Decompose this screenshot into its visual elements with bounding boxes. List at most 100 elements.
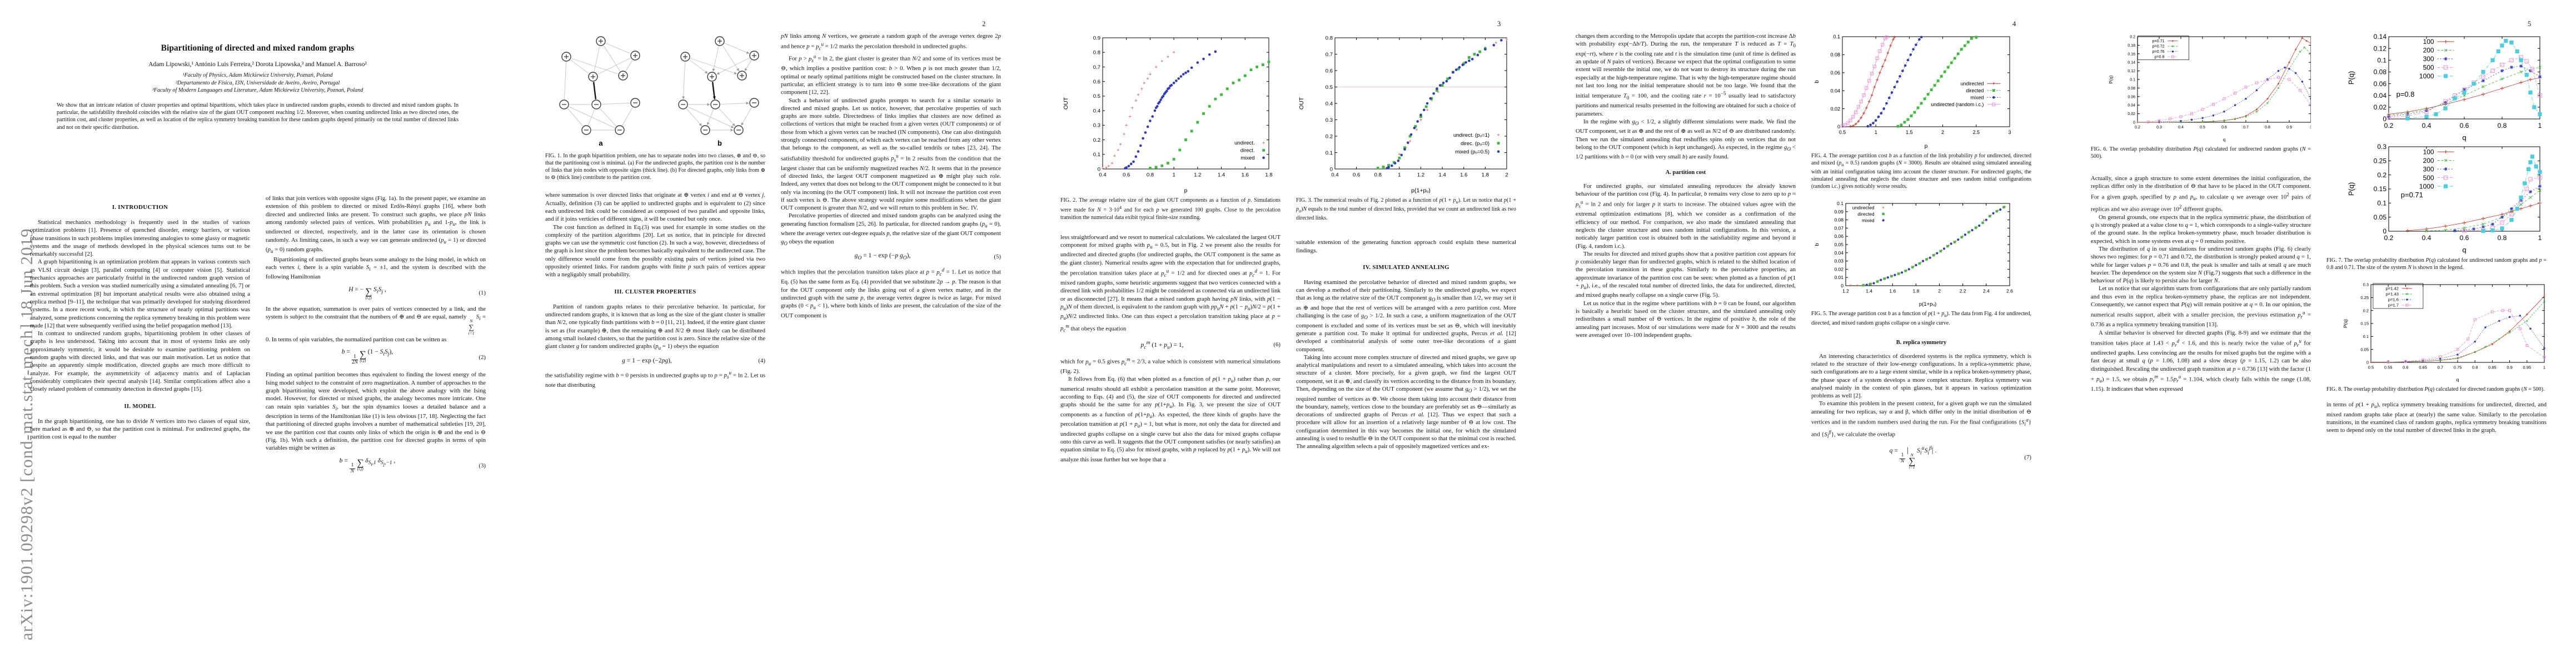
figure-caption: FIG. 2. The average relative size of the…: [1060, 197, 1280, 221]
svg-text:direct.: direct.: [1240, 148, 1255, 154]
column-left: 0.4 0.6 0.8 1 1.2 1.4 1.6 1.8 0 0.1 0.2 0.3 0.4 0.5 0.…: [1060, 32, 1280, 617]
svg-text:0.15: 0.15: [2360, 321, 2369, 326]
svg-text:0.95: 0.95: [2523, 365, 2531, 370]
abstract: We show that an intricate relation of cl…: [57, 102, 459, 131]
svg-text:0.5: 0.5: [1093, 93, 1100, 99]
svg-text:0.1: 0.1: [2377, 200, 2386, 207]
paragraph: A similar behavior is observed for direc…: [2091, 329, 2311, 392]
svg-text:1: 1: [1172, 172, 1175, 178]
svg-text:0.9: 0.9: [2286, 126, 2292, 130]
svg-text:200: 200: [2423, 157, 2434, 165]
svg-text:1: 1: [2543, 365, 2545, 370]
column-right: pN links among N vertices, we generate a…: [781, 32, 1001, 617]
svg-text:0.8: 0.8: [2498, 122, 2507, 130]
subsection-heading: B. replica symmetry: [1896, 339, 1947, 346]
svg-text:mixed: mixed: [1862, 218, 1875, 223]
paragraph: On general grounds, one expects that in …: [2091, 213, 2311, 245]
affiliation-1: ¹Faculty of Physics, Adam Mickiewicz Uni…: [182, 72, 333, 78]
svg-text:mixed (pᵤ=0.5): mixed (pᵤ=0.5): [1455, 149, 1489, 155]
svg-text:b: b: [1814, 243, 1820, 246]
fig8-figure: 0.5 0.55 0.6 0.65 0.7 0.75 0.8 0.85 0.9 0.95 1 0 0.0…: [2326, 280, 2547, 384]
svg-text:q: q: [2223, 137, 2225, 142]
svg-text:0: 0: [2133, 121, 2135, 125]
svg-text:1.4: 1.4: [1439, 172, 1446, 178]
fig7b-figure: 0.2 0.4 0.6 0.8 1 0 0.05 0.1 0.15 0.2 0.25 0.3 q P(q)…: [2326, 142, 2547, 255]
spacer: [1811, 327, 2031, 331]
svg-text:mixed: mixed: [1240, 155, 1254, 161]
equation: H = − ∑ (i,j) SiSj , (1): [266, 286, 486, 300]
svg-text:0.75: 0.75: [2454, 365, 2462, 370]
svg-text:1.6: 1.6: [1889, 288, 1896, 294]
figure-caption: FIG. 1. In the graph bipartition problem…: [545, 153, 765, 181]
svg-text:1.4: 1.4: [1866, 288, 1872, 294]
svg-text:p=0.8: p=0.8: [2155, 56, 2165, 59]
page-1: arXiv:1901.09298v2 [cond-mat.stat-mech] …: [0, 0, 516, 667]
page-4: 4 changes them according to the Metropol…: [1546, 0, 2061, 667]
equation: g = 1 − exp (−2pg), (4): [545, 357, 765, 364]
svg-text:0.7: 0.7: [2243, 126, 2249, 130]
paper-header: Bipartitioning of directed and mixed ran…: [33, 43, 482, 131]
svg-text:0: 0: [1837, 124, 1840, 130]
svg-text:direc. (pᵤ=0): direc. (pᵤ=0): [1461, 141, 1489, 147]
chart-svg: 0.4 0.6 0.8 1 1.2 1.4 1.6 1.8 2 0 0.1 0.2 0.3 0.4 0.5 0…: [1298, 35, 1508, 194]
subsection-heading: A. partition cost: [1665, 169, 1706, 176]
svg-text:0.55: 0.55: [2384, 365, 2393, 370]
equation: pcm (1 + pu) = 1, (6): [1060, 340, 1280, 350]
spacer: [1296, 222, 1516, 238]
svg-text:0.1: 0.1: [1093, 152, 1100, 158]
svg-text:0.8: 0.8: [1093, 50, 1100, 56]
page-number: 3: [1497, 20, 1501, 28]
column-right: 0.4 0.6 0.8 1 1.2 1.4 1.6 1.8 2 0 0.1 0.2 0.3 0.4 0.5 0…: [1296, 32, 1516, 617]
svg-text:directed: directed: [1857, 211, 1875, 217]
paragraph: In the above equation, summation is over…: [266, 305, 486, 343]
svg-text:0.2: 0.2: [2363, 308, 2369, 313]
svg-text:0.04: 0.04: [1830, 88, 1840, 93]
svg-text:q: q: [2457, 377, 2459, 382]
svg-text:0: 0: [1330, 166, 1333, 172]
svg-text:0.05: 0.05: [2360, 347, 2369, 352]
svg-text:OUT: OUT: [1063, 97, 1069, 109]
column-right: 0.2 0.4 0.6 0.8 1 0 0.02 0.04 0.06 0.08 0.1 0.12 0.1…: [2326, 32, 2547, 617]
spacer: [1811, 190, 2031, 199]
equation: gO = 1 − exp (−p gO), (5): [781, 252, 1001, 261]
equation-number: (3): [479, 462, 486, 470]
svg-text:0.02: 0.02: [2374, 103, 2387, 111]
svg-text:undirected: undirected: [1852, 205, 1875, 211]
svg-text:1: 1: [1875, 130, 1877, 135]
svg-text:0.8: 0.8: [2472, 365, 2478, 370]
page-5: 5 0.2 0.3 0.4 0.5 0.6 0.7 0.8 0.9 1 0 0.02 0.04 0.06…: [2061, 0, 2576, 667]
spacer: [2091, 160, 2311, 175]
page-number: 2: [982, 20, 986, 28]
paragraph: Statistical mechanics methodology is fre…: [30, 219, 250, 258]
section-heading: I. INTRODUCTION: [112, 204, 168, 211]
svg-text:200: 200: [2423, 47, 2434, 54]
paragraph: An interesting characteristics of disord…: [1811, 352, 2031, 400]
svg-text:0: 0: [2366, 360, 2369, 365]
svg-text:0.06: 0.06: [2374, 80, 2387, 88]
svg-text:0.04: 0.04: [2127, 104, 2135, 108]
svg-text:undirected (random i.c.): undirected (random i.c.): [1931, 102, 1984, 107]
paragraph: Taking into account more complex structu…: [1296, 354, 1516, 450]
svg-text:0.08: 0.08: [2374, 68, 2387, 76]
svg-text:2: 2: [1505, 172, 1508, 178]
spacer: [545, 181, 765, 191]
svg-text:0.08: 0.08: [1830, 52, 1840, 58]
svg-text:0.6: 0.6: [2221, 126, 2227, 130]
equation-body: H = − ∑ (i,j) SiSj ,: [348, 286, 386, 301]
svg-text:1.6: 1.6: [1460, 172, 1467, 178]
column-left: a b FIG. 1. In the graph bipartition probl…: [545, 32, 765, 617]
paragraph: Percolative properties of directed and m…: [781, 212, 1001, 246]
svg-text:1000: 1000: [2419, 72, 2434, 80]
svg-text:0.9: 0.9: [1093, 35, 1100, 41]
svg-text:0.3: 0.3: [1093, 123, 1100, 129]
figure-caption: FIG. 4. The average partition cost b as …: [1811, 153, 2031, 190]
svg-text:0.3: 0.3: [2156, 126, 2162, 130]
paragraph: It follows from Eq. (6) that when plotte…: [1060, 376, 1280, 463]
equation-body: gO = 1 − exp (−p gO),: [854, 252, 911, 261]
author-line: Adam Lipowski,¹ António Luis Ferreira,² …: [148, 61, 367, 68]
